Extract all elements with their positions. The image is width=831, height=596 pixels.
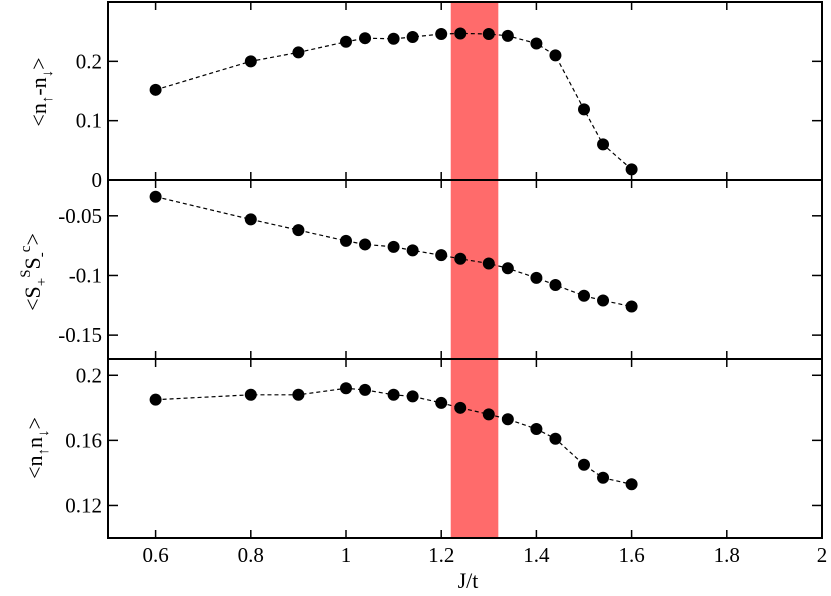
panel2-data-point [597,294,610,307]
panel1-data-point [387,32,400,45]
panel3-data-point [530,422,543,435]
panel-frames [107,1,823,539]
panel3-data-point [244,388,257,401]
panel3-ytick-label: 0.12 [65,493,102,517]
panel2-highlight-band [450,180,499,359]
panel1-data-point [530,37,543,50]
panel2-data-point [549,279,562,292]
panel2-data-point [292,224,305,237]
panel2-ytick-label: -0.1 [69,263,102,287]
panel3-data-point [435,396,448,409]
panel3-ytick-label: 0.16 [65,428,102,452]
xtick-label: 1 [341,543,352,567]
panel3-ylabel: <n↑n↓> [22,417,52,479]
panel2-series-line [155,196,632,308]
panel1-data-point [597,138,610,151]
panel2-data-point [149,190,162,203]
panel3-ytick-label: 0.2 [76,363,102,387]
panel1-ylabel: <n↑-n↓> [26,57,56,126]
panel1-data-point [549,49,562,62]
panel1-data-point [482,28,495,41]
ticks-layer: 0 0.1 0.2 -0.05 -0.1 -0.15 0.2 0.16 0.12 0.6 0.8 1 1… [58,2,827,567]
x-axis-label: J/t [458,568,479,593]
panel3-data-point [578,458,590,471]
panel2-data-point [454,252,467,265]
panel3-data-point [387,388,400,401]
panel2-data-point [359,238,372,251]
panel3-data-point [482,408,495,421]
panel3-data-point [359,383,372,396]
panel3-series-line [155,387,632,485]
xtick-label: 0.6 [142,543,168,567]
xtick-label: 2 [817,543,828,567]
panel2-data-point [435,249,448,262]
xtick-label: 1.2 [428,543,454,567]
panel3-highlight-band [450,359,499,538]
panel1-data-point [625,163,638,176]
panel1-data-point [454,27,467,40]
panel2-data-point [406,244,419,257]
xtick-label: 0.8 [238,543,264,567]
panel1-data-point [244,55,257,68]
panel1-series-line [155,32,632,170]
panel1-ytick-label: 0.2 [76,49,102,73]
panel3-data-point [406,390,419,403]
panel1-data-point [406,31,419,44]
panel2-data-point [501,262,514,275]
panel3-data-point [597,471,610,484]
panel1-data-point [149,83,162,96]
panel3-data-point [149,393,162,406]
panel3-data-point [454,401,467,414]
highlight-bands [450,2,499,538]
panel2-ytick-label: -0.15 [58,323,102,347]
xtick-label: 1.6 [618,543,644,567]
panel1-data-point [501,29,514,42]
panel1-data-point [340,35,352,48]
panel2-ylabel: <S+SS-c> [18,233,50,311]
panel2-data-point [625,300,638,313]
panel3-data-point [292,388,305,401]
xtick-label: 1.8 [714,543,740,567]
panel3-data-point [549,432,562,445]
panel3-frame [107,358,823,539]
panel3-data-point [501,413,514,426]
series-layer [149,27,638,491]
panel1-data-point [578,103,590,116]
panel2-ytick-label: -0.05 [58,204,102,228]
panel1-ytick-label: 0.1 [76,109,102,133]
panel2-data-point [244,213,257,226]
panel3-data-point [625,478,638,491]
panel1-data-point [359,32,372,45]
panel2-data-point [387,240,400,253]
panel2-data-point [482,257,495,270]
panel3-data-point [340,382,352,395]
panel2-data-point [530,271,543,284]
panel1-data-point [435,28,448,41]
xtick-label: 1.4 [523,543,550,567]
panel1-ytick-label: 0 [92,168,103,192]
panel2-data-point [340,234,352,247]
panel1-data-point [292,46,305,59]
panel2-data-point [578,289,590,302]
